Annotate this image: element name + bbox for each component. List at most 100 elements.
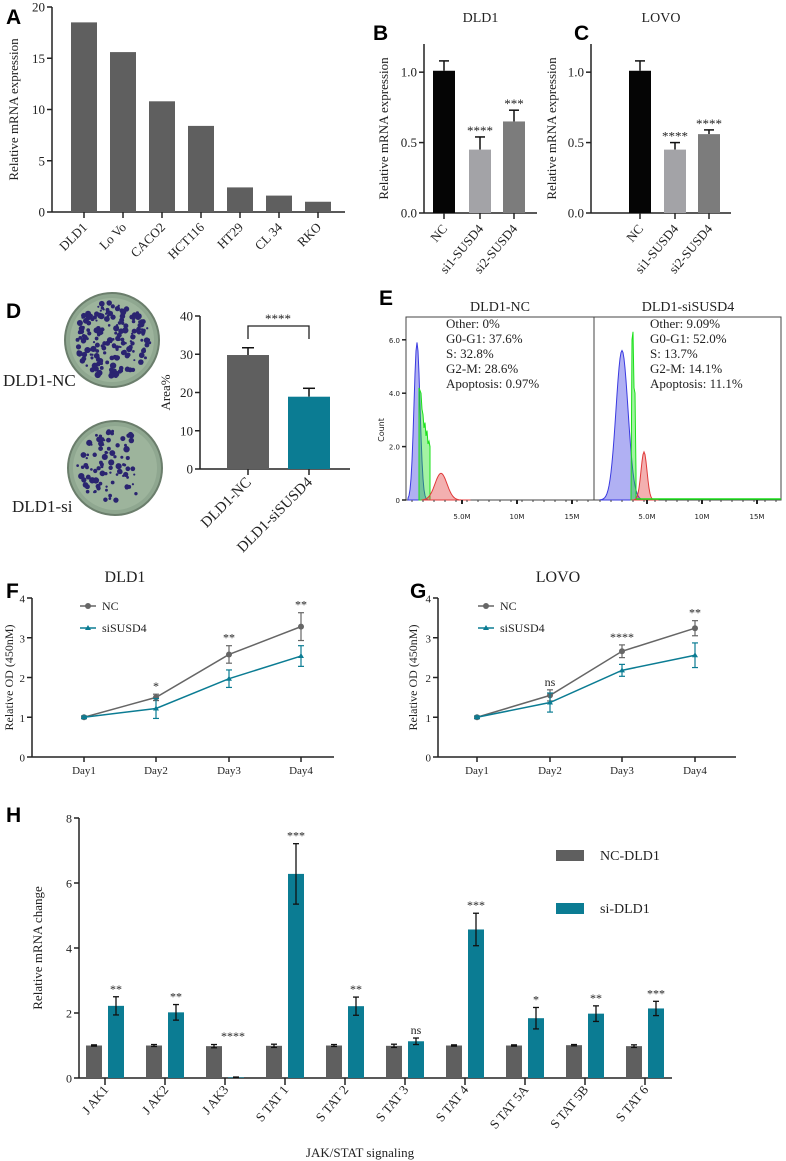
h-x-axis-label: JAK/STAT signaling xyxy=(306,1145,415,1160)
h-bar xyxy=(86,1045,102,1078)
colony-dot xyxy=(133,359,136,362)
f-data-point xyxy=(298,623,304,630)
colony-dot xyxy=(85,314,92,321)
colony-dot xyxy=(81,351,88,358)
colony-dot xyxy=(92,341,96,344)
colony-dot xyxy=(105,488,108,492)
colony-dot xyxy=(109,362,117,369)
colony-dot xyxy=(148,341,152,345)
e-stat-text: G0-G1: 52.0% xyxy=(650,331,727,346)
colony-dot xyxy=(123,446,130,453)
g-y-tick-label: 0 xyxy=(426,753,432,765)
g-data-point xyxy=(547,699,553,705)
colony-dot xyxy=(127,431,134,438)
g-y-tick-label: 4 xyxy=(426,594,432,606)
e-stat-text: Apoptosis: 11.1% xyxy=(650,376,743,391)
f-x-tick-label: Day1 xyxy=(72,765,96,777)
colony-dot xyxy=(86,320,92,326)
b-bar xyxy=(469,149,491,213)
colony-dot xyxy=(81,312,87,319)
colony-dot xyxy=(96,331,100,335)
h-bar xyxy=(506,1045,522,1078)
colony-dot xyxy=(101,331,104,335)
g-x-tick-label: Day4 xyxy=(683,765,707,777)
g-y-tick-label: 3 xyxy=(426,633,432,645)
h-bar xyxy=(348,1006,364,1078)
colony-dot xyxy=(106,446,111,451)
a-bar xyxy=(266,195,292,212)
c-bar xyxy=(664,149,686,213)
colony-dot xyxy=(123,329,127,333)
colony-dot xyxy=(81,334,86,339)
a-x-tick-label: HCT116 xyxy=(165,219,208,262)
colony-dot xyxy=(140,319,143,323)
e-y-tick-label: 4.0 xyxy=(389,390,400,398)
b-x-tick-label: NC xyxy=(427,221,450,244)
colony-dot xyxy=(99,470,106,477)
colony-dot xyxy=(98,446,103,451)
plate-label: DLD1-si xyxy=(12,497,73,516)
colony-dot xyxy=(96,325,101,331)
colony-dot xyxy=(123,471,129,478)
panel-label-a: A xyxy=(6,6,21,29)
c-chart-title: LOVO xyxy=(642,11,681,26)
a-bar xyxy=(305,201,331,212)
colony-dot xyxy=(99,309,102,312)
colony-dot xyxy=(110,304,115,309)
c-y-tick-label: 0.5 xyxy=(568,135,584,150)
colony-dot xyxy=(143,337,150,344)
panel-label-c: C xyxy=(574,22,589,45)
h-bar xyxy=(168,1012,184,1078)
g-significance: **** xyxy=(610,630,634,644)
e-stat-text: S: 32.8% xyxy=(446,346,494,361)
h-x-tick-label: S TAT 5A xyxy=(486,1082,531,1132)
colony-dot xyxy=(75,344,82,350)
colony-dot xyxy=(125,352,131,358)
colony-dot xyxy=(110,341,113,344)
h-significance: *** xyxy=(287,829,305,843)
colony-dot xyxy=(120,340,126,346)
c-y-tick-label: 1.0 xyxy=(568,65,584,80)
g-y-tick-label: 2 xyxy=(426,673,432,685)
h-bar xyxy=(626,1046,642,1078)
c-bar xyxy=(629,70,651,213)
e-g2m-peak xyxy=(631,450,659,501)
plate-label: DLD1-NC xyxy=(3,371,76,390)
f-x-tick-label: Day3 xyxy=(217,765,241,777)
d-significance: **** xyxy=(265,311,291,326)
h-x-tick-label: S TAT 5B xyxy=(547,1082,592,1131)
colony-dot xyxy=(82,482,89,488)
h-bar xyxy=(566,1045,582,1078)
a-x-tick-label: DLD1 xyxy=(56,220,90,254)
colony-dot xyxy=(124,443,127,447)
h-y-tick-label: 8 xyxy=(66,812,72,826)
colony-dot xyxy=(84,346,91,354)
h-bar xyxy=(468,929,484,1078)
colony-dot xyxy=(116,355,120,360)
f-y-tick-label: 0 xyxy=(20,753,26,765)
f-x-tick-label: Day2 xyxy=(144,765,168,777)
e-g0g1-peak xyxy=(599,349,646,501)
colony-dot xyxy=(102,341,107,346)
colony-dot xyxy=(136,326,141,332)
e-s-phase xyxy=(418,387,431,501)
colony-dot xyxy=(113,497,119,503)
colony-dot xyxy=(92,477,100,484)
colony-dot xyxy=(98,300,105,307)
h-significance: **** xyxy=(221,1029,245,1043)
colony-dot xyxy=(146,327,149,330)
h-x-tick-label: S TAT 2 xyxy=(312,1082,351,1124)
a-y-tick-label: 20 xyxy=(32,0,45,15)
h-significance: ** xyxy=(170,990,182,1004)
colony-dot xyxy=(114,306,121,312)
colony-dot xyxy=(142,347,146,351)
g-data-point xyxy=(692,625,698,632)
h-x-tick-label: J AK2 xyxy=(139,1082,172,1117)
colony-dot xyxy=(106,429,112,435)
colony-plate-inner xyxy=(73,426,157,510)
f-data-point xyxy=(81,714,87,720)
g-chart-title: LOVO xyxy=(536,569,580,586)
d-y-tick-label: 30 xyxy=(180,347,193,362)
g-series-line xyxy=(476,627,696,718)
